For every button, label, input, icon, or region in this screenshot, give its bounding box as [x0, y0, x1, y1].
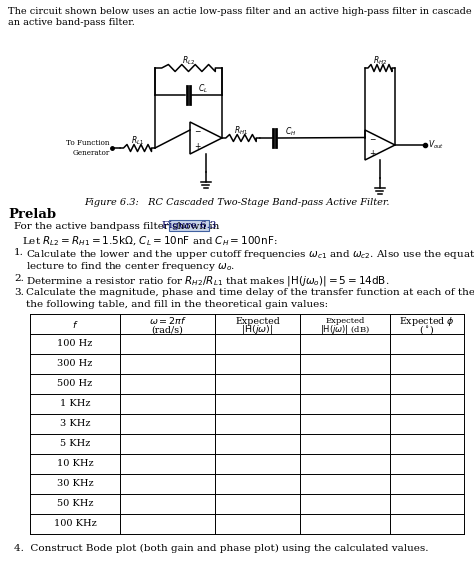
Text: 100 KHz: 100 KHz [54, 519, 96, 529]
Text: $C_H$: $C_H$ [285, 125, 296, 138]
Text: $R_{H1}$: $R_{H1}$ [234, 125, 248, 137]
Text: $\omega = 2\pi f$: $\omega = 2\pi f$ [148, 315, 186, 327]
Text: Expected: Expected [325, 317, 365, 325]
Text: 2.: 2. [14, 274, 24, 283]
Text: 500 Hz: 500 Hz [57, 379, 92, 389]
Text: 1.: 1. [14, 248, 24, 257]
Text: $C_L$: $C_L$ [199, 83, 209, 95]
Text: $+$: $+$ [194, 141, 201, 151]
Text: 4.  Construct Bode plot (both gain and phase plot) using the calculated values.: 4. Construct Bode plot (both gain and ph… [14, 544, 428, 553]
Text: (rad/s): (rad/s) [152, 325, 183, 335]
Text: Determine a resistor ratio for $R_{H2}/R_{L1}$ that makes $|\mathrm{H}(j\omega_o: Determine a resistor ratio for $R_{H2}/R… [26, 274, 389, 288]
Text: Expected: Expected [235, 317, 280, 325]
Text: Prelab: Prelab [8, 208, 56, 221]
Text: 100 Hz: 100 Hz [57, 339, 93, 349]
Bar [169, 220, 209, 231]
Text: The circuit shown below uses an actie low-pass filter and an active high-pass fi: The circuit shown below uses an actie lo… [8, 7, 474, 16]
Text: 3.: 3. [14, 288, 24, 297]
Text: $V_{out}$: $V_{out}$ [428, 139, 444, 151]
Text: $-$: $-$ [194, 125, 201, 134]
Text: 30 KHz: 30 KHz [57, 479, 93, 489]
Text: Expected $\phi$: Expected $\phi$ [399, 314, 455, 328]
Text: $R_{L1}$: $R_{L1}$ [131, 135, 144, 147]
Text: an active band-pass filter.: an active band-pass filter. [8, 18, 135, 27]
Text: 5 KHz: 5 KHz [60, 439, 90, 449]
Text: Calculate the lower and the upper cutoff frequencies $\omega_{c1}$ and $\omega_{: Calculate the lower and the upper cutoff… [26, 248, 474, 261]
Text: $-$: $-$ [369, 133, 377, 142]
Text: $+$: $+$ [369, 148, 376, 157]
Text: Let $R_{L2} = R_{H1} = 1.5\mathrm{k}\Omega$, $C_L = 10\mathrm{nF}$ and $C_H = 10: Let $R_{L2} = R_{H1} = 1.5\mathrm{k}\Ome… [22, 234, 277, 248]
Text: Figure 6.3: Figure 6.3 [162, 221, 216, 230]
Text: 10 KHz: 10 KHz [57, 460, 93, 468]
Text: 1 KHz: 1 KHz [60, 400, 90, 408]
Text: the following table, and fill in the theoretical gain values:: the following table, and fill in the the… [26, 300, 328, 309]
Text: lecture to find the center frequency $\omega_o$.: lecture to find the center frequency $\o… [26, 260, 235, 273]
Text: 300 Hz: 300 Hz [57, 360, 93, 368]
Text: ($^\circ$): ($^\circ$) [419, 324, 435, 336]
Text: $|\mathrm{H}(j\omega)|$ (dB): $|\mathrm{H}(j\omega)|$ (dB) [320, 324, 370, 336]
Text: $R_{H2}$: $R_{H2}$ [373, 55, 387, 67]
Text: To Function
Generator: To Function Generator [66, 139, 110, 157]
Text: $R_{L2}$: $R_{L2}$ [182, 55, 195, 67]
Text: Calculate the magnitude, phase and time delay of the transfer function at each o: Calculate the magnitude, phase and time … [26, 288, 474, 297]
Text: 50 KHz: 50 KHz [57, 500, 93, 508]
Text: $f$: $f$ [72, 318, 78, 329]
Text: Figure 6.3:   RC Cascaded Two-Stage Band-pass Active Filter.: Figure 6.3: RC Cascaded Two-Stage Band-p… [84, 198, 390, 207]
Text: 3 KHz: 3 KHz [60, 419, 90, 429]
Text: $|\mathrm{H}(j\omega)|$: $|\mathrm{H}(j\omega)|$ [241, 324, 273, 336]
Text: For the active bandpass filter shown in: For the active bandpass filter shown in [14, 222, 223, 231]
